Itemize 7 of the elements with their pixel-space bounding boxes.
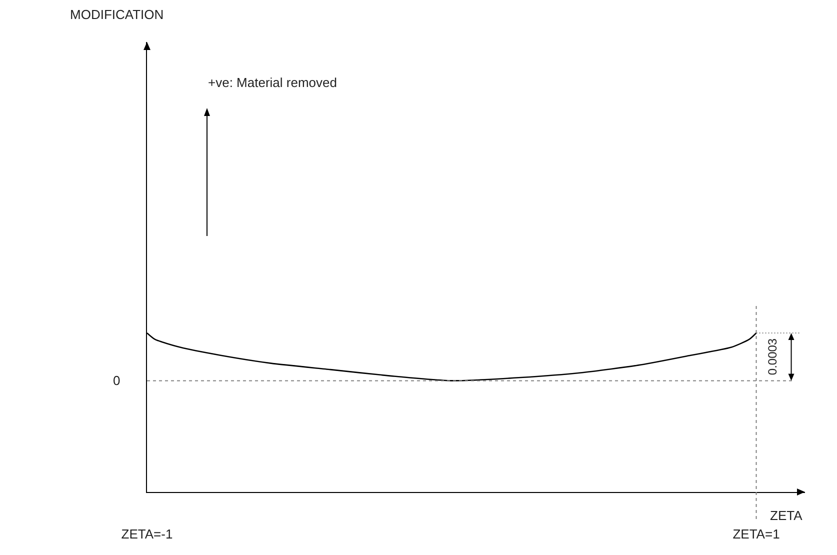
text: 0 [113,373,120,388]
text: MODIFICATION [70,7,164,22]
text: +ve: Material removed [208,75,337,90]
x-axis-title: ZETA [770,508,803,523]
annotation: 0.0003 [765,338,780,376]
x-tick-label: ZETA=1 [732,526,780,542]
x-tick-label: ZETA=-1 [121,526,173,542]
